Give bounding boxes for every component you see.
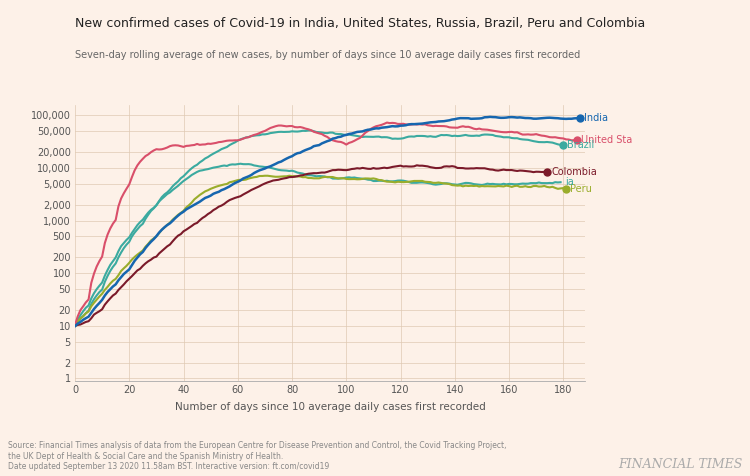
Text: Seven-day rolling average of new cases, by number of days since 10 average daily: Seven-day rolling average of new cases, … (75, 50, 580, 60)
Point (541, 168, 553, 176)
Text: Colombia: Colombia (551, 167, 597, 177)
Text: ia: ia (565, 177, 574, 187)
Text: United Sta: United Sta (581, 136, 632, 146)
Point (571, 137, 583, 144)
X-axis label: Number of days since 10 average daily cases first recorded: Number of days since 10 average daily ca… (175, 402, 485, 412)
Point (557, 141, 569, 149)
Text: FINANCIAL TIMES: FINANCIAL TIMES (618, 458, 742, 471)
Point (560, 185, 572, 192)
Text: New confirmed cases of Covid-19 in India, United States, Russia, Brazil, Peru an: New confirmed cases of Covid-19 in India… (75, 17, 645, 30)
Text: Peru: Peru (570, 184, 592, 194)
Point (574, 114, 586, 122)
Text: India: India (584, 113, 608, 123)
Text: Brazil: Brazil (567, 140, 595, 150)
Text: Source: Financial Times analysis of data from the European Centre for Disease Pr: Source: Financial Times analysis of data… (8, 441, 506, 471)
